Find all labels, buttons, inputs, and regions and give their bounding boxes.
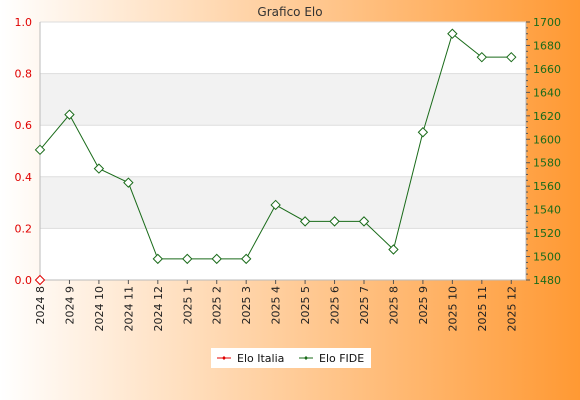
y-left-tick-label: 0.2 [15,222,33,235]
x-tick-label: 2025 9 [417,286,430,325]
legend: Elo Italia Elo FIDE [211,348,371,368]
data-point [299,216,311,227]
data-point [211,253,222,265]
data-point [417,127,429,138]
x-tick-label: 2025 10 [446,286,459,332]
grid-band [40,73,526,126]
x-tick-label: 2025 7 [358,286,371,325]
y-left-tick-label: 0.8 [15,68,33,81]
legend-entry-label: Elo FIDE [319,352,364,365]
data-point [476,51,488,63]
x-tick-label: 2025 8 [387,286,400,325]
legend-swatch-marker [222,356,226,360]
y-right-tick-label: 1580 [533,157,561,170]
legend-box [211,348,371,368]
x-tick-label: 2025 11 [476,286,489,332]
y-left-tick-label: 0.0 [15,274,33,287]
x-tick-label: 2025 1 [181,286,194,325]
data-point [34,274,46,286]
y-right-tick-label: 1680 [533,39,561,52]
data-point [358,216,370,227]
data-point [506,51,517,63]
y-right-tick-label: 1660 [533,63,561,76]
plot-area [40,22,526,280]
x-tick-label: 2025 12 [505,286,518,332]
x-tick-label: 2025 2 [211,286,224,325]
y-right-tick-label: 1600 [533,133,561,146]
y-right-tick-label: 1640 [533,86,561,99]
legend-entry-label: Elo Italia [237,352,284,365]
x-tick-label: 2024 9 [63,286,76,325]
y-left-tick-label: 1.0 [15,16,33,29]
data-point [270,199,281,211]
y-right-tick-label: 1700 [533,16,561,29]
x-tick-label: 2024 12 [152,286,165,332]
data-point [64,109,75,120]
data-point [93,163,105,174]
data-point [152,253,164,265]
y-left-tick-label: 0.6 [15,119,33,132]
x-tick-label: 2025 3 [240,286,253,325]
x-tick-label: 2025 4 [270,286,283,325]
x-tick-label: 2025 6 [329,286,342,325]
y-right-tick-label: 1620 [533,110,561,123]
data-point [388,244,399,255]
x-tick-label: 2025 5 [299,286,312,325]
data-point [240,253,252,265]
grid-band [40,176,526,229]
y-right-tick-label: 1560 [533,180,561,193]
data-point [329,216,340,227]
x-tick-label: 2024 8 [34,286,47,325]
y-right-tick-label: 1500 [533,251,561,264]
data-point [34,144,46,156]
y-right-tick-label: 1520 [533,227,561,240]
y-right-tick-label: 1480 [533,274,561,287]
data-point [182,253,193,265]
y-left-tick-label: 0.4 [15,171,33,184]
x-tick-label: 2024 10 [93,286,106,332]
x-tick-label: 2024 11 [122,286,135,332]
data-point [123,177,134,188]
data-point [447,28,458,39]
y-right-tick-label: 1540 [533,204,561,217]
legend-swatch-marker [304,356,308,360]
chart-title: Grafico Elo [257,5,322,19]
